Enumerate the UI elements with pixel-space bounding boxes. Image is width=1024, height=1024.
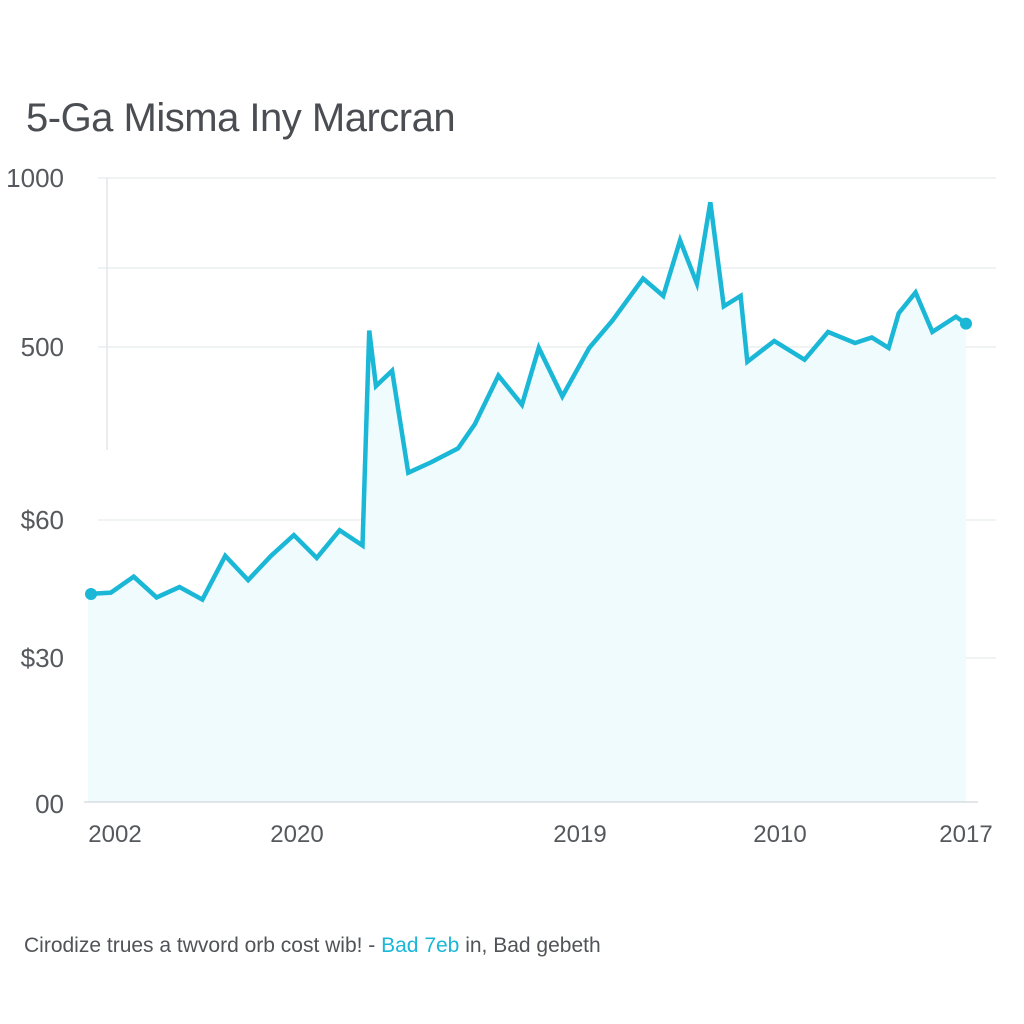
area-fill (88, 202, 966, 802)
x-tick-label: 2002 (88, 821, 141, 848)
x-tick-label: 2020 (270, 821, 323, 848)
x-tick-label: 2017 (939, 821, 992, 848)
y-tick-label: 500 (21, 332, 64, 362)
chart-title: 5-Ga Misma Iny Marcran (26, 96, 456, 140)
y-tick-label: $60 (21, 505, 64, 535)
y-tick-label: $30 (21, 643, 64, 673)
series-line (85, 201, 969, 603)
caption-highlight: Bad 7eb (381, 934, 460, 957)
series-end-point (960, 317, 972, 330)
y-tick-label: 1000 (6, 163, 64, 193)
y-tick-label: 00 (35, 789, 64, 819)
x-tick-label: 2010 (753, 821, 806, 848)
chart-caption: Cirodize trues a twvord orb cost wib! - … (24, 934, 601, 958)
series-start-point (85, 588, 97, 600)
x-tick-label: 2019 (553, 821, 606, 848)
caption-text-start: Cirodize trues a twvord orb cost wib! - (24, 934, 382, 957)
caption-text-end: in, Bad gebeth (459, 934, 601, 957)
